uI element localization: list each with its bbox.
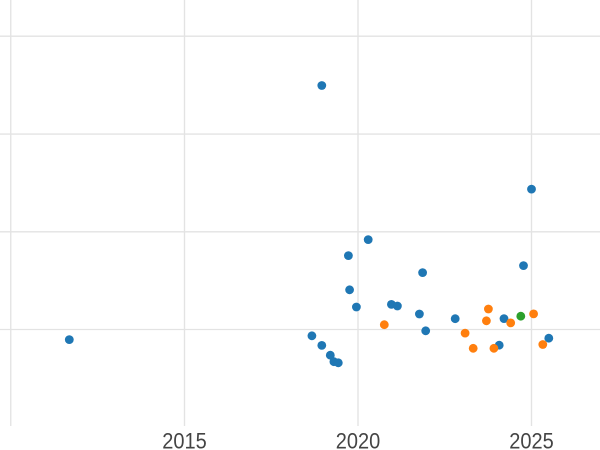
svg-text:2025: 2025 bbox=[509, 430, 553, 450]
svg-text:2015: 2015 bbox=[162, 430, 206, 450]
svg-text:2020: 2020 bbox=[336, 430, 380, 450]
